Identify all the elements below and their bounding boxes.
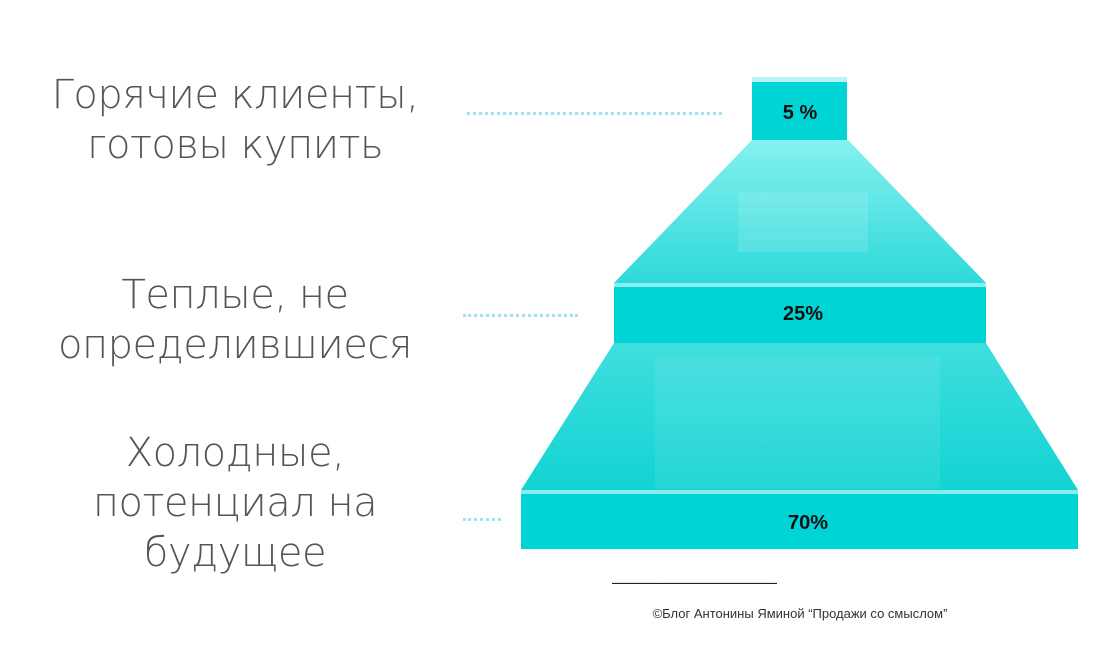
tier-warm-top (614, 283, 986, 287)
pyramid-slope-upper-highlight (738, 192, 868, 252)
pyramid-slope-lower-highlight (655, 357, 940, 489)
tier-cold-value: 70% (788, 512, 828, 534)
label-cold-clients: Холодные, потенциал на будущее (30, 428, 440, 578)
tier-hot-bar (752, 82, 847, 140)
label-warm-line2: определившиеся (58, 322, 412, 368)
connector-cold (463, 518, 501, 521)
label-hot-line1: Горячие клиенты, (51, 72, 419, 118)
label-warm-clients: Теплые, не определившиеся (30, 270, 440, 370)
credit-text: ©Блог Антонины Яминой “Продажи со смысло… (652, 606, 948, 621)
tier-hot-top (752, 77, 847, 82)
connector-warm (463, 314, 578, 317)
pyramid-slope-upper (614, 140, 986, 283)
label-cold-line2: потенциал на (92, 480, 378, 526)
tier-hot-value: 5 % (783, 102, 818, 124)
tier-warm-bar (614, 287, 986, 343)
tier-cold-top (521, 490, 1078, 494)
tier-cold-bar (521, 494, 1078, 549)
connector-hot (467, 112, 722, 115)
label-cold-line3: будущее (143, 530, 327, 576)
tier-warm-value: 25% (783, 303, 823, 325)
label-cold-line1: Холодные, (125, 430, 345, 476)
label-warm-line1: Теплые, не (121, 272, 349, 318)
label-hot-clients: Горячие клиенты, готовы купить (30, 70, 440, 170)
pyramid-slope-lower (521, 343, 1078, 490)
separator-line: ——————————————————— (612, 573, 777, 592)
label-hot-line2: готовы купить (86, 122, 384, 168)
